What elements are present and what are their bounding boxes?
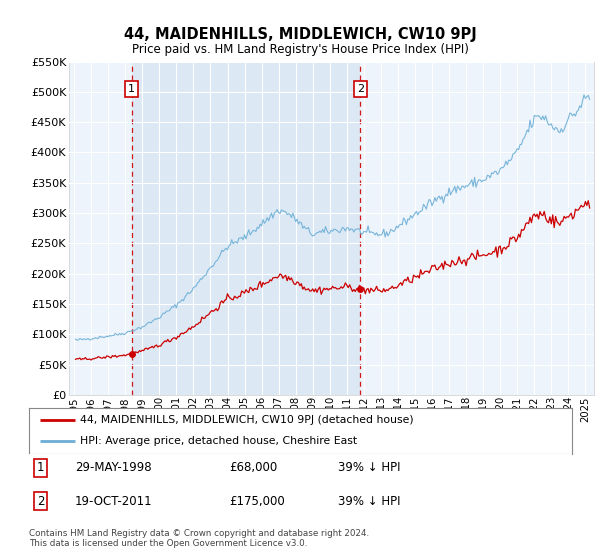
Text: 29-MAY-1998: 29-MAY-1998 [75,461,152,474]
Text: 44, MAIDENHILLS, MIDDLEWICH, CW10 9PJ: 44, MAIDENHILLS, MIDDLEWICH, CW10 9PJ [124,27,476,42]
Text: 1: 1 [128,84,135,94]
Text: 2: 2 [357,84,364,94]
Text: 44, MAIDENHILLS, MIDDLEWICH, CW10 9PJ (detached house): 44, MAIDENHILLS, MIDDLEWICH, CW10 9PJ (d… [80,415,414,425]
Bar [132,62,361,395]
Text: 39% ↓ HPI: 39% ↓ HPI [338,461,401,474]
Text: £68,000: £68,000 [230,461,278,474]
Text: HPI: Average price, detached house, Cheshire East: HPI: Average price, detached house, Ches… [80,436,358,446]
Text: 19-OCT-2011: 19-OCT-2011 [75,494,152,508]
Text: 2: 2 [37,494,44,508]
Text: £175,000: £175,000 [230,494,286,508]
Text: 1: 1 [37,461,44,474]
Text: Price paid vs. HM Land Registry's House Price Index (HPI): Price paid vs. HM Land Registry's House … [131,43,469,56]
Text: Contains HM Land Registry data © Crown copyright and database right 2024.
This d: Contains HM Land Registry data © Crown c… [29,529,369,548]
Text: 39% ↓ HPI: 39% ↓ HPI [338,494,401,508]
